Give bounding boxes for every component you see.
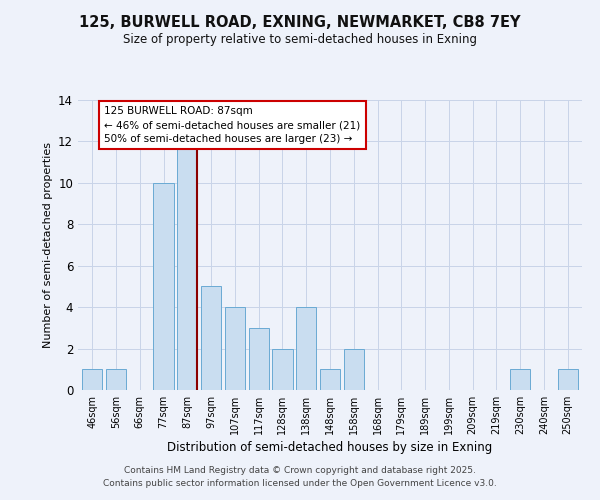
Bar bbox=[510, 370, 530, 390]
Bar bbox=[201, 286, 221, 390]
Bar bbox=[344, 348, 364, 390]
Y-axis label: Number of semi-detached properties: Number of semi-detached properties bbox=[43, 142, 53, 348]
Bar bbox=[82, 370, 103, 390]
X-axis label: Distribution of semi-detached houses by size in Exning: Distribution of semi-detached houses by … bbox=[167, 441, 493, 454]
Bar bbox=[557, 370, 578, 390]
Bar bbox=[177, 142, 197, 390]
Text: Contains HM Land Registry data © Crown copyright and database right 2025.
Contai: Contains HM Land Registry data © Crown c… bbox=[103, 466, 497, 487]
Text: 125, BURWELL ROAD, EXNING, NEWMARKET, CB8 7EY: 125, BURWELL ROAD, EXNING, NEWMARKET, CB… bbox=[79, 15, 521, 30]
Text: Size of property relative to semi-detached houses in Exning: Size of property relative to semi-detach… bbox=[123, 32, 477, 46]
Bar bbox=[248, 328, 269, 390]
Bar bbox=[106, 370, 126, 390]
Bar bbox=[320, 370, 340, 390]
Bar bbox=[296, 307, 316, 390]
Bar bbox=[225, 307, 245, 390]
Bar bbox=[154, 183, 173, 390]
Bar bbox=[272, 348, 293, 390]
Text: 125 BURWELL ROAD: 87sqm
← 46% of semi-detached houses are smaller (21)
50% of se: 125 BURWELL ROAD: 87sqm ← 46% of semi-de… bbox=[104, 106, 361, 144]
